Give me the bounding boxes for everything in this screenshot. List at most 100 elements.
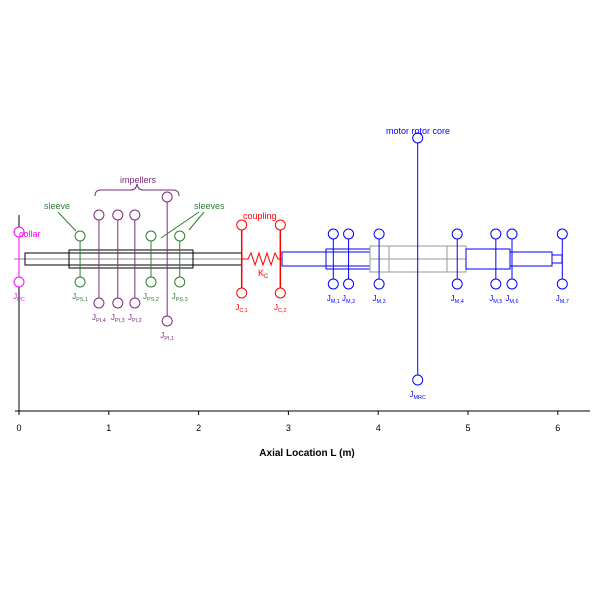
disk-circle-top xyxy=(112,209,124,221)
disk-circle-top xyxy=(74,230,86,242)
disk-label-sub: M,4 xyxy=(455,299,464,305)
disk-circle-top xyxy=(506,228,518,240)
x-axis: Axial Location L (m) 0 1 2 3 4 5 6 xyxy=(15,215,590,459)
disk-label-main: J xyxy=(160,331,164,340)
motor-shaft-bearing-right xyxy=(465,248,511,270)
disk-label-main: J xyxy=(92,313,96,322)
disk-label: JPS,2 xyxy=(143,292,159,303)
disk-label-sub: C,1 xyxy=(239,308,248,314)
disk-label: JPI,1 xyxy=(160,331,174,342)
disk-label-main: J xyxy=(172,292,176,301)
motor-shaft-end xyxy=(551,254,563,264)
x-tick-label: 1 xyxy=(106,423,111,433)
inertia-disk-m-4: JM,4 xyxy=(451,228,464,305)
disk-label: JM,2 xyxy=(342,294,355,305)
disk-label-main: J xyxy=(556,294,560,303)
disk-label-main: J xyxy=(128,313,132,322)
disk-circle-bottom xyxy=(343,278,355,290)
x-tick-label: 5 xyxy=(465,423,470,433)
inertia-disk-ps-3: JPS,3 xyxy=(172,230,188,303)
disk-label: JPI,3 xyxy=(111,313,125,324)
disk-circle-bottom xyxy=(174,276,186,288)
disk-label: JPI,4 xyxy=(92,313,106,324)
disk-label: JM,3 xyxy=(373,294,386,305)
disk-label: JMRC xyxy=(409,390,426,401)
disk-circle-top xyxy=(161,191,173,203)
inertia-disk-c-1: JC,1 xyxy=(235,219,248,314)
disk-label-sub: PS,2 xyxy=(147,297,159,303)
disk-label-main: J xyxy=(111,313,115,322)
disk-label-sub: PI,3 xyxy=(115,318,125,324)
inertia-disk-pi-3: JPI,3 xyxy=(111,209,125,324)
disk-label: JPI,2 xyxy=(128,313,142,324)
disk-label: JM,7 xyxy=(556,294,569,305)
inertia-disk-m-5: JM,5 xyxy=(489,228,502,305)
disk-label-main: J xyxy=(327,294,331,303)
disk-label-sub: PI,1 xyxy=(164,336,174,342)
inertia-disk-m-6: JM,6 xyxy=(505,228,519,305)
disk-label-sub: PS,3 xyxy=(176,297,188,303)
sleeves-label: sleeves xyxy=(194,201,225,211)
disk-label: JPS,3 xyxy=(172,292,188,303)
sleeve-arrow xyxy=(57,211,77,232)
disk-label-sub: PS,1 xyxy=(76,297,88,303)
sleeves-arrow-2 xyxy=(188,211,205,231)
pump-shaft-step xyxy=(68,249,194,269)
disk-circle-bottom xyxy=(74,276,86,288)
inertia-disk-ps-1: JPS,1 xyxy=(72,230,88,303)
motor-rotor-core-label: motor rotor core xyxy=(386,126,450,136)
disk-circle-top xyxy=(556,228,568,240)
disk-label-main: J xyxy=(409,390,413,399)
disk-label-main: J xyxy=(342,294,346,303)
disk-label-sub: M,7 xyxy=(560,299,569,305)
disk-circle-top xyxy=(343,228,355,240)
inertia-disk-pi-1: JPI,1 xyxy=(160,191,174,342)
disk-label: JM,5 xyxy=(489,294,502,305)
disk-label-main: J xyxy=(489,294,493,303)
disk-label-main: J xyxy=(451,294,455,303)
collar-label: collar xyxy=(19,229,41,239)
disk-label: JPS,1 xyxy=(72,292,88,303)
disk-label: JC,1 xyxy=(235,303,248,314)
x-tick-label: 2 xyxy=(196,423,201,433)
disk-label: JM,6 xyxy=(505,294,518,305)
disk-label-main: J xyxy=(373,294,377,303)
disk-circle-bottom xyxy=(13,276,25,288)
x-tick-label: 3 xyxy=(286,423,291,433)
disk-label-main: J xyxy=(235,303,239,312)
disk-circle-top xyxy=(451,228,463,240)
disk-label-sub: M,5 xyxy=(493,299,502,305)
disk-circle-bottom xyxy=(161,315,173,327)
disk-label-sub: M,2 xyxy=(346,299,355,305)
disk-circle-top xyxy=(13,226,25,238)
disk-label-sub: PI,2 xyxy=(132,318,142,324)
inertia-disk-m-7: JM,7 xyxy=(556,228,569,305)
disk-label: JC,2 xyxy=(274,303,287,314)
motor-shaft-right xyxy=(509,251,553,267)
disk-circle-bottom xyxy=(506,278,518,290)
disk-circle-bottom xyxy=(145,276,157,288)
disk-circle-top xyxy=(129,209,141,221)
x-axis-label: Axial Location L (m) xyxy=(259,448,354,459)
x-tick-label: 4 xyxy=(376,423,381,433)
coupling-label: coupling xyxy=(243,211,277,221)
disk-label-sub: MRC xyxy=(413,395,426,401)
disk-label-main: J xyxy=(505,294,509,303)
inertia-disk-m-1: JM,1 xyxy=(327,228,340,305)
annotations: collar sleeve impellers sleeves coupling… xyxy=(19,126,450,239)
disk-circle-top xyxy=(145,230,157,242)
inertia-disk-pi-4: JPI,4 xyxy=(92,209,106,324)
disk-circle-bottom xyxy=(373,278,385,290)
x-tick-label: 0 xyxy=(16,423,21,433)
kc-label-main: K xyxy=(258,268,264,278)
disk-label-sub: M,3 xyxy=(377,299,386,305)
disk-circle-bottom xyxy=(451,278,463,290)
disk-circle-bottom xyxy=(129,297,141,309)
disk-circle-top xyxy=(93,209,105,221)
disk-label-sub: M,1 xyxy=(331,299,340,305)
disk-label-main: J xyxy=(274,303,278,312)
kc-label: KC xyxy=(258,268,269,280)
impellers-label: impellers xyxy=(120,175,157,185)
